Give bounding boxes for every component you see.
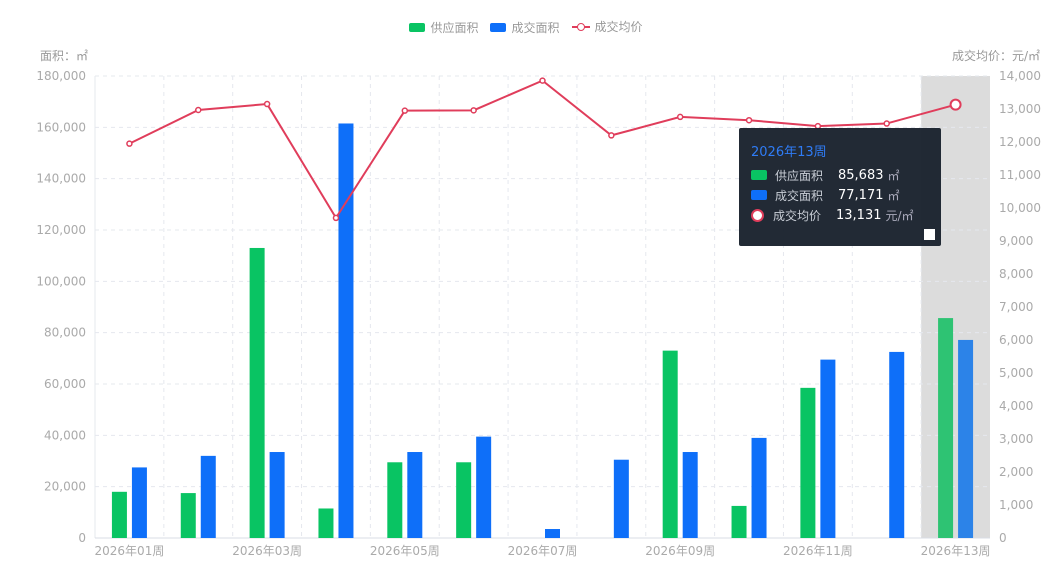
point-avg-price[interactable] [745, 116, 753, 124]
right-axis-tick-label: 1,000 [999, 498, 1033, 512]
point-avg-price[interactable] [263, 100, 271, 108]
bar-deal-area[interactable] [131, 467, 147, 538]
legend-item-1[interactable]: 成交面积 [490, 19, 560, 36]
x-axis-tick-label: 2026年09周 [645, 544, 715, 558]
bar-supply-area[interactable] [318, 508, 334, 538]
x-axis-tick-label: 2026年13周 [921, 544, 991, 558]
left-axis-tick-label: 140,000 [36, 172, 86, 186]
x-axis-tick-label: 2026年07周 [508, 544, 578, 558]
right-axis-tick-label: 12,000 [999, 135, 1041, 149]
legend-label: 供应面积 [430, 20, 479, 35]
legend-label: 成交面积 [511, 20, 560, 35]
left-axis-tick-label: 180,000 [36, 69, 86, 83]
left-axis-tick-label: 60,000 [44, 377, 86, 391]
right-axis-tick-label: 8,000 [999, 267, 1033, 281]
left-axis-tick-label: 80,000 [44, 326, 86, 340]
bar-supply-area[interactable] [456, 462, 472, 538]
chart-legend: 供应面积 成交面积 成交均价 [0, 18, 1052, 36]
right-axis-tick-label: 13,000 [999, 102, 1041, 116]
left-axis-tick-label: 100,000 [36, 274, 86, 288]
tooltip-title: 2026年13周 [751, 145, 827, 160]
bar-deal-area[interactable] [545, 529, 560, 538]
right-axis-tick-label: 3,000 [999, 432, 1033, 446]
point-avg-price[interactable] [608, 132, 615, 139]
left-axis-tick-label: 160,000 [36, 120, 86, 134]
tooltip-unit: ㎡ [887, 168, 900, 183]
bar-deal-area[interactable] [338, 123, 354, 538]
left-axis-name: 面积：㎡ [40, 49, 89, 63]
right-axis-tick-label: 14,000 [999, 69, 1041, 83]
tooltip-series-name: 成交均价 [773, 208, 822, 223]
bar-supply-area[interactable] [731, 505, 747, 538]
bar-swatch-icon [751, 190, 767, 200]
bar-deal-area[interactable] [751, 437, 767, 538]
tooltip-value: 13,131 [836, 207, 882, 223]
bar-deal-area[interactable] [820, 359, 836, 538]
bar-supply-area[interactable] [662, 350, 678, 538]
bar-deal-area[interactable] [269, 452, 285, 538]
right-axis-tick-label: 5,000 [999, 366, 1033, 380]
point-avg-price[interactable] [883, 120, 890, 127]
tooltip-series-name: 成交面积 [775, 188, 824, 203]
bar-swatch-icon [490, 22, 507, 32]
tooltip-value: 77,171 [838, 187, 884, 203]
bar-deal-area[interactable] [958, 339, 974, 538]
tooltip-value: 85,683 [838, 167, 884, 183]
point-avg-price[interactable] [470, 107, 477, 114]
tooltip-corner-marker [924, 229, 935, 240]
tooltip-unit: 元/㎡ [885, 208, 914, 223]
point-avg-price[interactable] [676, 113, 684, 121]
bar-deal-area[interactable] [682, 452, 698, 538]
right-axis-tick-label: 6,000 [999, 333, 1033, 347]
x-axis-tick-label: 2026年03周 [232, 544, 302, 558]
bar-supply-area[interactable] [800, 387, 816, 538]
legend-item-0[interactable]: 供应面积 [409, 19, 478, 36]
right-axis-tick-label: 0 [999, 531, 1007, 545]
x-axis-tick-label: 2026年11周 [783, 544, 853, 558]
tooltip-series-name: 供应面积 [775, 168, 824, 183]
bar-supply-area[interactable] [249, 247, 265, 538]
bar-swatch-icon [751, 170, 767, 180]
bar-deal-area[interactable] [476, 436, 492, 538]
right-axis-tick-label: 2,000 [999, 465, 1033, 479]
left-axis-tick-label: 0 [78, 531, 86, 545]
x-axis-tick-label: 2026年05周 [370, 544, 440, 558]
bar-deal-area[interactable] [407, 452, 423, 538]
bar-supply-area[interactable] [938, 318, 954, 538]
bar-deal-area[interactable] [889, 351, 905, 538]
tooltip-row: 供应面积 85,683 ㎡ [751, 165, 929, 185]
right-axis-name: 成交均价：元/㎡ [951, 49, 1040, 63]
legend-item-2[interactable]: 成交均价 [571, 18, 643, 35]
circle-marker-icon [751, 208, 764, 222]
point-avg-price[interactable] [126, 140, 133, 147]
left-axis-tick-label: 40,000 [44, 428, 86, 442]
x-axis-tick-label: 2026年01周 [95, 544, 165, 558]
point-avg-price[interactable] [195, 106, 202, 114]
bar-supply-area[interactable] [387, 462, 403, 538]
bar-deal-area[interactable] [613, 459, 629, 538]
right-axis-tick-label: 7,000 [999, 300, 1033, 314]
left-axis-tick-label: 120,000 [36, 223, 86, 237]
tooltip-row: 成交面积 77,171 ㎡ [751, 185, 929, 205]
bar-supply-area[interactable] [180, 493, 196, 538]
right-axis-tick-label: 10,000 [999, 201, 1041, 215]
point-avg-price[interactable] [332, 214, 340, 222]
point-avg-price[interactable] [949, 98, 962, 111]
legend-label: 成交均价 [594, 20, 643, 34]
point-avg-price[interactable] [401, 107, 409, 114]
point-avg-price[interactable] [539, 77, 546, 84]
bar-swatch-icon [409, 22, 426, 32]
tooltip-row: 成交均价 13,131 元/㎡ [751, 205, 929, 225]
right-axis-tick-label: 9,000 [999, 234, 1033, 248]
tooltip-unit: ㎡ [887, 188, 900, 203]
line-circle-icon [571, 22, 590, 32]
bar-supply-area[interactable] [111, 491, 127, 538]
left-axis-tick-label: 20,000 [44, 480, 86, 494]
right-axis-tick-label: 11,000 [999, 168, 1041, 182]
bar-deal-area[interactable] [200, 455, 216, 538]
right-axis-tick-label: 4,000 [999, 399, 1033, 413]
